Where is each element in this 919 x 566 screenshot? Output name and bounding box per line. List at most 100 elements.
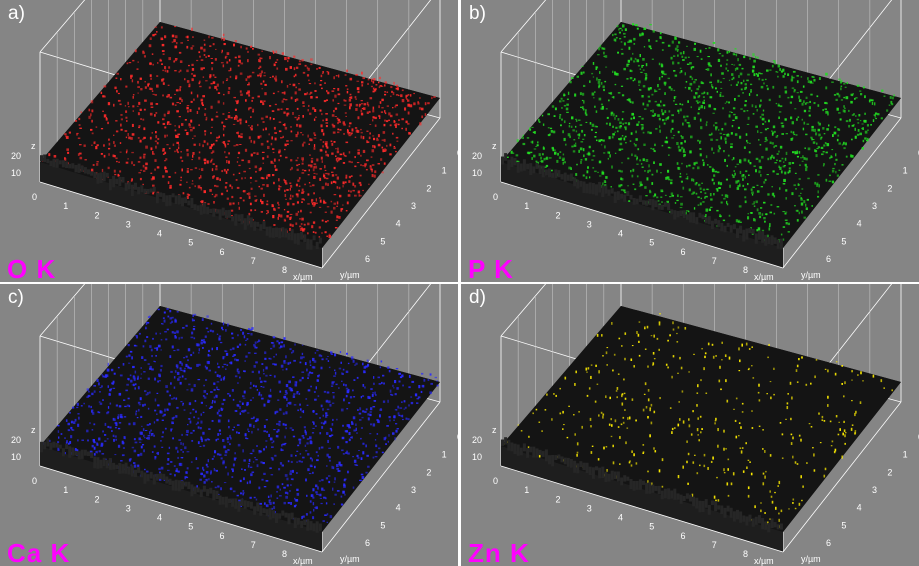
box-edge-right (321, 401, 441, 553)
x-tick-label: 7 (251, 256, 256, 266)
y-tick-label: 5 (841, 520, 846, 530)
z-tick-label: 10 (11, 452, 21, 462)
z-tick-label: 20 (472, 435, 482, 445)
x-tick-label: 3 (126, 219, 131, 229)
panel-letter: d) (469, 287, 486, 308)
box-edge-right (782, 401, 902, 553)
y-tick-label: 3 (411, 201, 416, 211)
x-tick-label: 8 (282, 265, 287, 275)
y-tick-label: 4 (857, 219, 862, 229)
y-axis-label: y/µm (801, 554, 821, 564)
y-tick-label: 5 (380, 520, 385, 530)
y-tick-label: 3 (872, 201, 877, 211)
x-tick-label: 0 (32, 476, 37, 486)
y-tick-label: 4 (396, 219, 401, 229)
y-tick-label: 2 (426, 183, 431, 193)
x-tick-label: 3 (126, 503, 131, 513)
z-tick-label: 20 (472, 151, 482, 161)
z-tick-label: 10 (472, 452, 482, 462)
intensity-speckles (41, 26, 436, 240)
y-tick-label: 5 (841, 236, 846, 246)
x-tick-label: 4 (157, 513, 162, 523)
x-tick-label: 7 (251, 540, 256, 550)
y-tick-label: 6 (826, 254, 831, 264)
x-tick-label: 4 (618, 229, 623, 239)
surface-top (40, 306, 440, 532)
intensity-speckles (42, 308, 439, 523)
x-tick-label: 0 (493, 192, 498, 202)
x-tick-label: 6 (681, 247, 686, 257)
box-edge-front (500, 465, 784, 553)
element-label: P K (468, 254, 514, 282)
x-tick-label: 8 (282, 549, 287, 559)
y-tick-label: 4 (396, 503, 401, 513)
x-tick-label: 8 (743, 549, 748, 559)
z-axis-label: z (31, 141, 36, 151)
x-tick-label: 4 (618, 513, 623, 523)
z-tick-label: 20 (11, 151, 21, 161)
y-tick-label: 4 (857, 503, 862, 513)
y-tick-label: 1 (442, 450, 447, 460)
y-tick-label: 1 (903, 450, 908, 460)
x-tick-label: 1 (63, 485, 68, 495)
panel-letter: a) (8, 3, 25, 24)
z-axis-label: z (31, 425, 36, 435)
y-tick-label: 6 (365, 254, 370, 264)
y-tick-label: 2 (887, 467, 892, 477)
surface-edge (40, 154, 322, 250)
z-tick-label: 10 (472, 168, 482, 178)
x-axis-label: x/µm (754, 272, 774, 282)
x-tick-label: 5 (188, 238, 193, 248)
x-tick-label: 5 (649, 522, 654, 532)
y-tick-label: 2 (887, 183, 892, 193)
x-tick-label: 3 (587, 503, 592, 513)
y-tick-label: 0 (457, 432, 458, 442)
box-edge-front (39, 181, 323, 269)
x-tick-label: 0 (32, 192, 37, 202)
y-axis-label: y/µm (340, 270, 360, 280)
y-axis-label: y/µm (801, 270, 821, 280)
y-tick-label: 3 (411, 485, 416, 495)
surface-top (501, 306, 901, 532)
x-tick-label: 2 (95, 494, 100, 504)
box-edge-right (321, 117, 441, 269)
element-label: Zn K (468, 538, 530, 566)
x-tick-label: 1 (524, 201, 529, 211)
intensity-speckles (506, 23, 895, 243)
z-tick-label: 10 (11, 168, 21, 178)
x-tick-label: 1 (63, 201, 68, 211)
x-tick-label: 3 (587, 219, 592, 229)
element-label: Ca K (7, 538, 71, 566)
panel-letter: c) (8, 287, 24, 308)
y-tick-label: 1 (442, 166, 447, 176)
x-tick-label: 7 (712, 256, 717, 266)
y-tick-label: 1 (903, 166, 908, 176)
z-tick-label: 20 (11, 435, 21, 445)
x-tick-label: 0 (493, 476, 498, 486)
x-axis-label: x/µm (293, 272, 313, 282)
y-tick-label: 6 (826, 538, 831, 548)
box-edge-front (39, 465, 323, 553)
x-tick-label: 2 (556, 210, 561, 220)
box-edge-front (500, 181, 784, 269)
y-tick-label: 6 (365, 538, 370, 548)
surface-edge (501, 437, 783, 533)
panel-letter: b) (469, 3, 486, 24)
y-tick-label: 0 (457, 148, 458, 158)
y-tick-label: 5 (380, 236, 385, 246)
x-axis-label: x/µm (293, 556, 313, 566)
intensity-speckles (502, 313, 893, 528)
y-tick-label: 2 (426, 467, 431, 477)
x-axis-label: x/µm (754, 556, 774, 566)
x-tick-label: 1 (524, 485, 529, 495)
y-tick-label: 3 (872, 485, 877, 495)
z-axis-label: z (492, 141, 497, 151)
x-tick-label: 5 (649, 238, 654, 248)
